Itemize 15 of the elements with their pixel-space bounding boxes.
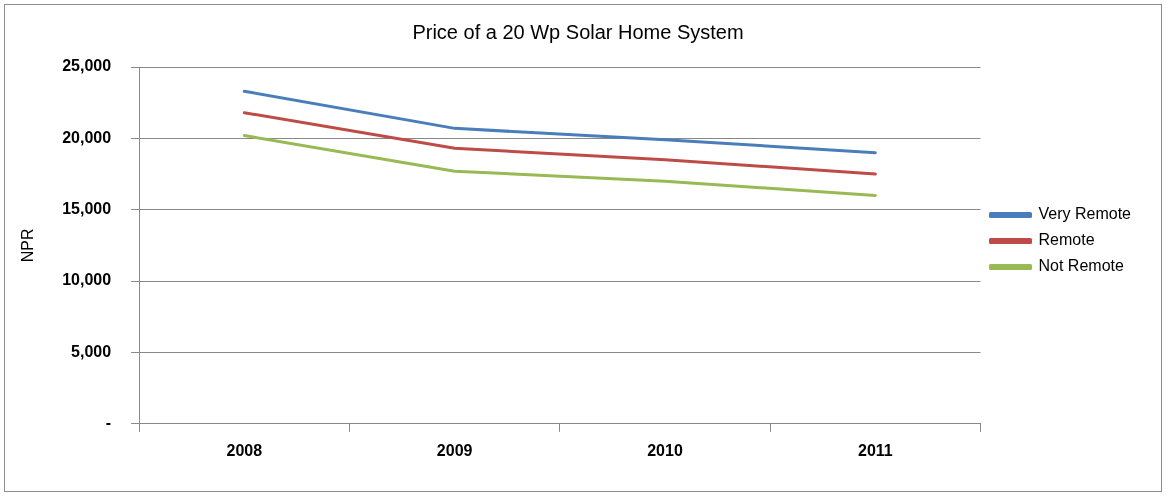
legend-label: Very Remote xyxy=(1038,205,1132,223)
y-tick-label: 25,000 xyxy=(62,57,112,75)
legend-label: Not Remote xyxy=(1038,257,1124,275)
x-tick-label: 2008 xyxy=(226,441,263,459)
y-tick-label: 20,000 xyxy=(62,128,112,146)
y-tick-label: 15,000 xyxy=(62,200,112,218)
y-tick-label: 5,000 xyxy=(71,342,112,360)
chart-title: Price of a 20 Wp Solar Home System xyxy=(412,20,744,43)
legend-label: Remote xyxy=(1038,231,1095,249)
x-tick-label: 2010 xyxy=(647,441,683,459)
x-tick-label: 2009 xyxy=(436,441,473,459)
y-tick-label: 10,000 xyxy=(62,271,112,289)
x-tick-label: 2011 xyxy=(857,441,893,459)
y-axis-title: NPR xyxy=(19,228,37,263)
y-tick-label: - xyxy=(105,414,112,432)
